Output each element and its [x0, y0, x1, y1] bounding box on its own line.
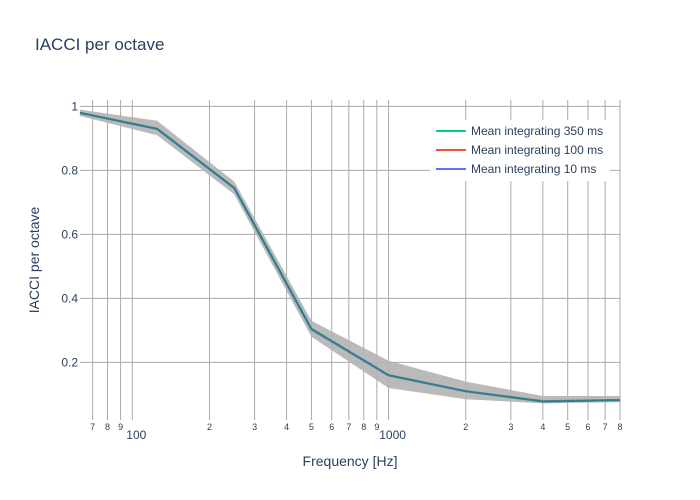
x-tick-label-4: 2 — [207, 422, 212, 432]
x-tick-label-5: 3 — [252, 422, 257, 432]
legend[interactable]: Mean integrating 350 ms Mean integrating … — [430, 120, 610, 181]
x-axis-title: Frequency [Hz] — [303, 453, 398, 469]
y-tick-label-2: 0.6 — [61, 227, 78, 241]
x-tick-label-6: 4 — [284, 422, 289, 432]
y-tick-label-0: 0.2 — [61, 355, 78, 369]
x-tick-label-13: 2 — [463, 422, 468, 432]
x-tick-label-18: 7 — [603, 422, 608, 432]
x-tick-label-17: 6 — [585, 422, 590, 432]
x-tick-label-10: 8 — [361, 422, 366, 432]
x-tick-label-2: 9 — [118, 422, 123, 432]
series-line-overlap — [79, 111, 621, 403]
x-tick-label-12: 1000 — [379, 428, 406, 442]
y-tick-label-3: 0.8 — [61, 163, 78, 177]
x-tick-label-3: 100 — [126, 428, 146, 442]
band-area — [80, 109, 620, 404]
y-tick-label-4: 1 — [71, 99, 78, 113]
y-tick-label-1: 0.4 — [61, 291, 78, 305]
x-tick-label-15: 4 — [540, 422, 545, 432]
x-tick-label-16: 5 — [565, 422, 570, 432]
confidence-band — [80, 109, 620, 404]
x-tick-label-11: 9 — [374, 422, 379, 432]
x-tick-label-0: 7 — [90, 422, 95, 432]
legend-label-1[interactable]: Mean integrating 100 ms — [471, 143, 603, 157]
y-axis-ticks: 0.2 0.4 0.6 0.8 1 — [61, 99, 78, 369]
x-tick-label-8: 6 — [329, 422, 334, 432]
x-tick-label-7: 5 — [309, 422, 314, 432]
x-tick-label-19: 8 — [617, 422, 622, 432]
y-axis-title: IACCI per octave — [26, 206, 42, 313]
x-tick-label-14: 3 — [508, 422, 513, 432]
legend-label-2[interactable]: Mean integrating 10 ms — [471, 162, 596, 176]
x-tick-label-1: 8 — [105, 422, 110, 432]
series-lines — [79, 111, 621, 403]
chart-title: IACCI per octave — [35, 35, 164, 54]
x-tick-label-9: 7 — [346, 422, 351, 432]
legend-label-0[interactable]: Mean integrating 350 ms — [471, 124, 603, 138]
